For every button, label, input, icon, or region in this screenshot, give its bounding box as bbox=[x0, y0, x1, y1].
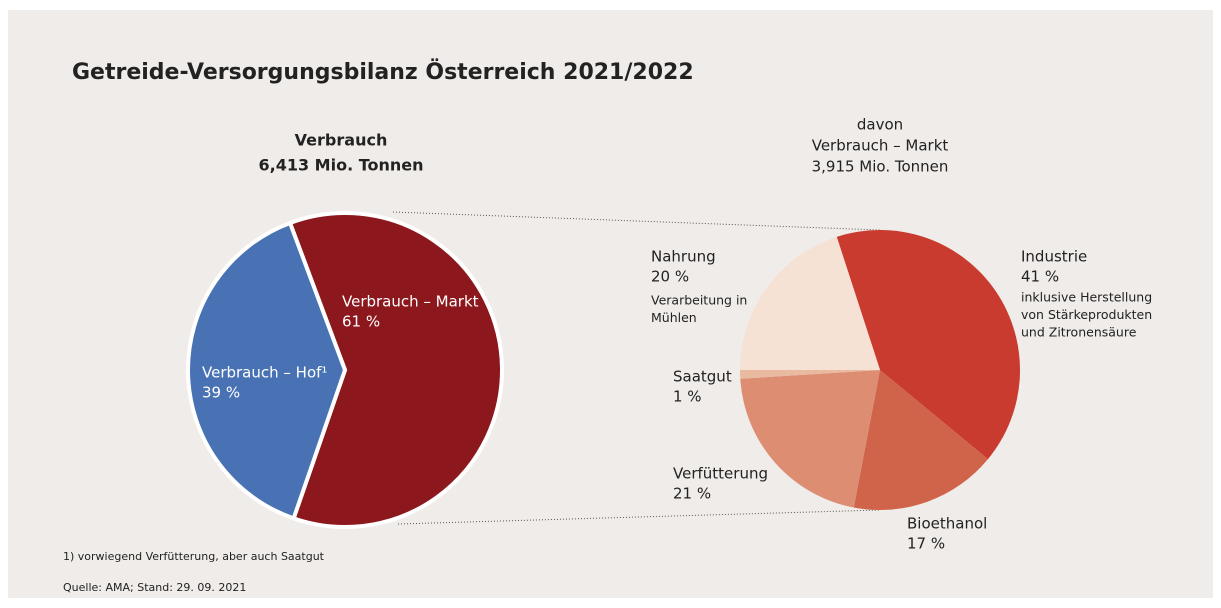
slice-label: Bioethanol bbox=[907, 515, 987, 533]
slice-value: 61 % bbox=[342, 313, 380, 331]
pie-slice bbox=[740, 370, 880, 508]
slice-value: 20 % bbox=[651, 268, 689, 286]
pie-title: davon bbox=[857, 116, 903, 134]
slice-label: Nahrung bbox=[651, 248, 716, 266]
slice-value: 21 % bbox=[673, 485, 711, 503]
slice-value: 41 % bbox=[1021, 268, 1059, 286]
source: Quelle: AMA; Stand: 29. 09. 2021 bbox=[63, 581, 246, 594]
pie-subtitle: 6,413 Mio. Tonnen bbox=[258, 156, 423, 175]
slice-note: und Zitronensäure bbox=[1021, 325, 1137, 340]
slice-label: Verbrauch – Markt bbox=[342, 293, 479, 311]
pie-slice bbox=[186, 220, 348, 521]
pie-slice bbox=[853, 370, 988, 510]
slice-value: 17 % bbox=[907, 535, 945, 553]
slice-note: Mühlen bbox=[651, 310, 697, 325]
pie-title: Verbrauch bbox=[295, 131, 388, 150]
pie-slice bbox=[740, 370, 880, 379]
footnote: 1) vorwiegend Verfütterung, aber auch Sa… bbox=[63, 550, 325, 563]
slice-value: 39 % bbox=[202, 384, 240, 402]
pie-slice bbox=[836, 230, 1020, 460]
pie-slice bbox=[740, 236, 880, 370]
slice-note: von Stärkeprodukten bbox=[1021, 307, 1152, 322]
slice-value: 1 % bbox=[673, 388, 702, 406]
slice-label: Verbrauch – Hof¹ bbox=[202, 364, 327, 382]
slice-label: Industrie bbox=[1021, 248, 1087, 266]
pie-title: Verbrauch – Markt bbox=[812, 137, 949, 155]
connector bbox=[392, 211, 881, 231]
slice-note: Verarbeitung in bbox=[651, 293, 747, 308]
page-title: Getreide-Versorgungsbilanz Österreich 20… bbox=[72, 59, 694, 85]
slice-note: inklusive Herstellung bbox=[1021, 290, 1152, 305]
slice-label: Saatgut bbox=[673, 368, 732, 386]
pie-slice bbox=[287, 211, 504, 529]
pie-title: 3,915 Mio. Tonnen bbox=[812, 158, 949, 176]
slice-label: Verfütterung bbox=[673, 465, 768, 483]
